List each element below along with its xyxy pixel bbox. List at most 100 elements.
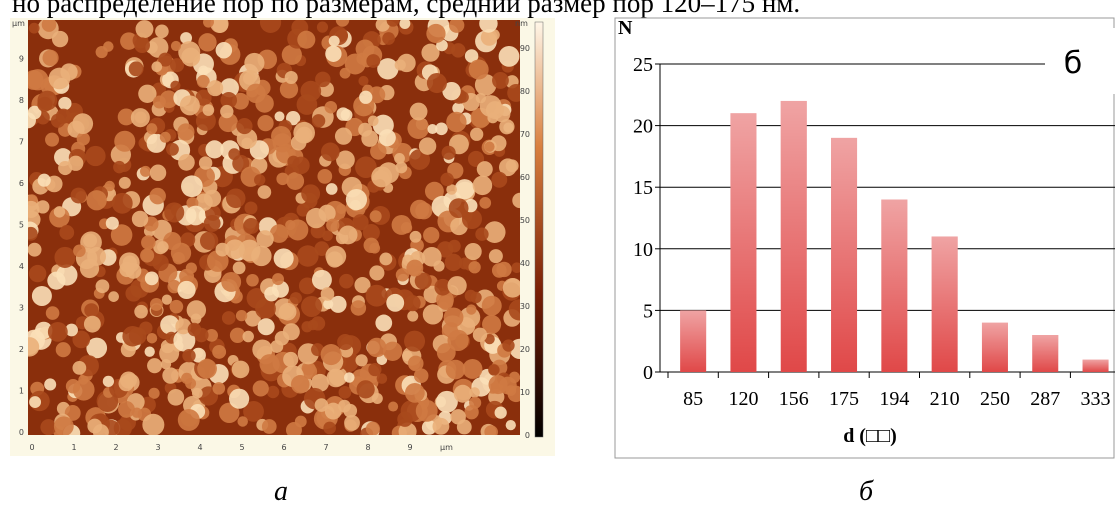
grain	[36, 200, 50, 214]
grain	[375, 314, 393, 332]
grain	[170, 242, 192, 263]
grain	[318, 204, 336, 222]
bar-shade	[780, 100, 807, 373]
grain	[339, 67, 351, 79]
grain	[326, 218, 340, 232]
grain	[205, 328, 218, 342]
grain	[229, 327, 246, 343]
grain	[261, 419, 277, 434]
grain	[336, 150, 355, 170]
grain	[311, 114, 326, 128]
grain	[281, 44, 302, 65]
grain	[377, 58, 399, 80]
grain	[128, 327, 147, 345]
grain	[118, 375, 134, 392]
grain	[195, 89, 212, 106]
grain	[363, 237, 380, 254]
grain	[212, 382, 226, 395]
x-tick-label: 156	[779, 388, 809, 410]
afm-x-tick: 5	[239, 443, 244, 452]
grain	[320, 287, 335, 301]
grain	[415, 399, 438, 422]
grain	[404, 330, 426, 352]
grain	[315, 71, 331, 88]
grain	[181, 175, 203, 198]
grain	[232, 261, 246, 275]
grain	[135, 20, 154, 39]
grain	[76, 132, 90, 146]
grain	[505, 159, 519, 173]
grain	[386, 293, 405, 312]
grain	[72, 330, 91, 349]
grain	[344, 372, 355, 383]
grain	[407, 355, 424, 372]
grain	[40, 419, 57, 435]
grain	[111, 192, 133, 214]
grain	[221, 272, 242, 292]
grain	[470, 291, 482, 304]
grain	[117, 108, 135, 126]
grain	[413, 368, 429, 383]
grain	[344, 53, 366, 75]
grain	[173, 329, 196, 352]
grain	[65, 323, 78, 337]
grain	[453, 384, 472, 403]
afm-x-tick: 3	[155, 443, 160, 452]
grain	[37, 96, 53, 112]
afm-y-tick: 6	[19, 179, 24, 188]
grain	[177, 280, 196, 300]
afm-x-tick: 0	[29, 443, 34, 452]
grain	[225, 239, 245, 260]
grain	[446, 111, 467, 133]
grain	[169, 299, 184, 314]
grain	[376, 373, 388, 384]
grain	[484, 425, 498, 435]
grain	[338, 225, 358, 245]
grain	[367, 115, 379, 127]
colorbar-tick: 50	[520, 216, 530, 225]
grain	[289, 292, 302, 305]
grain	[164, 202, 185, 223]
grain	[158, 52, 173, 67]
grain	[436, 390, 458, 413]
grain	[212, 20, 229, 33]
grain	[470, 127, 484, 141]
grain	[435, 122, 448, 136]
afm-x-tick: 4	[197, 443, 202, 452]
afm-x-unit: µm	[440, 443, 453, 452]
afm-y-tick: 7	[19, 138, 24, 147]
grain	[167, 388, 185, 406]
grain	[131, 210, 149, 228]
grain	[28, 226, 38, 241]
grain	[502, 277, 520, 298]
grain	[198, 65, 209, 76]
grain	[334, 127, 353, 145]
grain	[185, 377, 197, 389]
grain	[345, 189, 368, 211]
grain	[134, 37, 150, 54]
grain	[219, 402, 240, 424]
grain	[170, 80, 181, 91]
grain	[442, 81, 461, 101]
grain	[432, 417, 450, 435]
colorbar-tick: 0	[525, 431, 530, 440]
grain	[149, 164, 167, 182]
grain	[157, 241, 169, 253]
panel-label: б	[1064, 46, 1083, 81]
grain	[335, 20, 350, 27]
grain	[104, 180, 115, 192]
grain	[186, 300, 207, 320]
grain	[59, 225, 75, 240]
grain	[394, 153, 405, 164]
grain	[404, 382, 425, 403]
grain	[87, 247, 106, 266]
grain	[482, 314, 502, 334]
grain	[320, 344, 342, 366]
grain	[440, 172, 454, 187]
grain	[203, 20, 214, 28]
grain	[148, 387, 160, 399]
grain	[118, 400, 135, 418]
grain	[86, 337, 108, 359]
grain	[324, 100, 338, 114]
bar-shade	[931, 236, 958, 372]
